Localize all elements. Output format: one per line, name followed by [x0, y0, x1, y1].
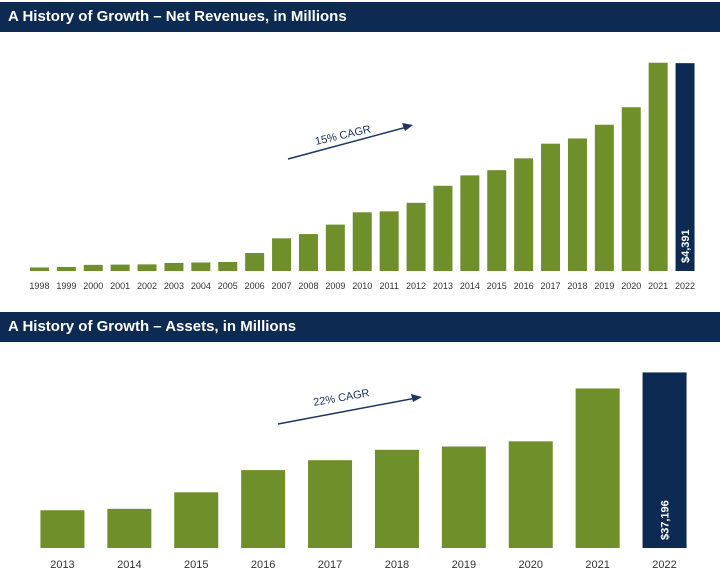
revenues-bar-2013 [433, 185, 453, 271]
revenues-tick-2008: 2008 [298, 281, 318, 291]
revenues-bar-2006 [245, 253, 265, 271]
assets-cagr-arrow [277, 397, 417, 425]
revenues-tick-2013: 2013 [433, 281, 453, 291]
revenues-tick-2004: 2004 [191, 281, 211, 291]
revenues-tick-2019: 2019 [594, 281, 614, 291]
revenues-bar-2000 [83, 264, 103, 271]
revenues-bar-2015 [487, 170, 507, 271]
revenues-tick-2014: 2014 [460, 281, 480, 291]
revenues-tick-2016: 2016 [514, 281, 534, 291]
assets-cagr-text: 22% CAGR [312, 387, 370, 409]
revenues-tick-1998: 1998 [29, 281, 49, 291]
assets-chart: $37,196 2013 2014 2015 2016 2017 2018 2019 2020… [40, 372, 687, 571]
assets-cagr-annotation: 22% CAGR [277, 387, 422, 425]
revenues-tick-2012: 2012 [406, 281, 426, 291]
revenues-tick-2003: 2003 [164, 281, 184, 291]
revenues-tick-1999: 1999 [56, 281, 76, 291]
revenues-highlight-label: $4,391 [680, 229, 692, 263]
assets-bar-2015 [174, 492, 219, 548]
revenues-chart-title: A History of Growth – Net Revenues, in M… [0, 2, 720, 32]
revenues-tick-2020: 2020 [621, 281, 641, 291]
revenues-bar-2010 [352, 212, 372, 271]
assets-bar-2013 [40, 510, 85, 548]
assets-tick-2022: 2022 [652, 559, 676, 571]
assets-cagr-arrowhead [411, 394, 422, 402]
revenues-cagr-arrowhead [402, 123, 413, 131]
revenues-bar-2009 [325, 224, 345, 271]
revenues-tick-2011: 2011 [379, 281, 398, 291]
revenues-tick-2002: 2002 [137, 281, 157, 291]
assets-bar-2020 [508, 441, 553, 548]
revenues-tick-2009: 2009 [325, 281, 345, 291]
assets-tick-2017: 2017 [318, 559, 342, 571]
assets-bar-2014 [107, 508, 152, 548]
revenues-cagr-annotation: 15% CAGR [287, 123, 413, 160]
revenues-bar-2007 [272, 238, 292, 271]
revenues-tick-2001: 2001 [110, 281, 130, 291]
revenues-bar-2004 [191, 262, 211, 271]
revenues-tick-2022: 2022 [675, 281, 695, 291]
assets-tick-2016: 2016 [251, 559, 275, 571]
revenues-bar-2019 [594, 124, 614, 272]
revenues-bar-2021 [648, 62, 668, 271]
assets-tick-2015: 2015 [184, 559, 208, 571]
revenues-tick-2018: 2018 [567, 281, 587, 291]
revenues-cagr-arrow [287, 126, 408, 160]
assets-bar-2017 [308, 460, 353, 548]
revenues-bar-2002 [137, 264, 157, 271]
revenues-tick-2015: 2015 [487, 281, 507, 291]
assets-tick-2019: 2019 [452, 559, 476, 571]
revenues-bar-2003 [164, 262, 184, 271]
revenues-bar-2020 [621, 107, 641, 271]
assets-tick-2020: 2020 [519, 559, 543, 571]
revenues-bar-2011 [379, 211, 399, 271]
revenues-bar-1998 [29, 267, 49, 271]
revenues-tick-2006: 2006 [245, 281, 265, 291]
assets-tick-2014: 2014 [117, 559, 141, 571]
assets-tick-2021: 2021 [585, 559, 609, 571]
revenues-bar-2012 [406, 202, 426, 271]
assets-tick-2018: 2018 [385, 559, 409, 571]
assets-bar-2021 [575, 388, 620, 548]
revenues-tick-2000: 2000 [83, 281, 103, 291]
revenues-chart: $4,391 1998 1999 2000 2001 2002 2003 2004 2005 2… [29, 62, 695, 291]
revenues-bar-1999 [56, 266, 76, 271]
revenues-bar-2005 [218, 262, 238, 271]
assets-highlight-label: $37,196 [660, 500, 672, 540]
assets-bar-2019 [441, 446, 486, 548]
revenues-bar-2001 [110, 264, 130, 271]
revenues-bar-2014 [460, 175, 480, 271]
revenues-tick-2017: 2017 [541, 281, 561, 291]
assets-bar-2016 [241, 470, 286, 548]
revenues-bar-2016 [514, 158, 534, 271]
assets-bar-2022 [642, 372, 687, 548]
revenues-tick-2007: 2007 [272, 281, 292, 291]
revenues-bar-2017 [541, 143, 561, 271]
revenues-tick-2021: 2021 [648, 281, 668, 291]
assets-tick-2013: 2013 [50, 559, 74, 571]
assets-chart-title: A History of Growth – Assets, in Million… [0, 312, 720, 342]
revenues-bar-2018 [567, 138, 587, 271]
revenues-bar-2022 [675, 63, 695, 271]
assets-bar-2018 [374, 449, 419, 548]
revenues-bar-2008 [298, 234, 318, 271]
revenues-tick-2010: 2010 [352, 281, 372, 291]
revenues-tick-2005: 2005 [218, 281, 238, 291]
